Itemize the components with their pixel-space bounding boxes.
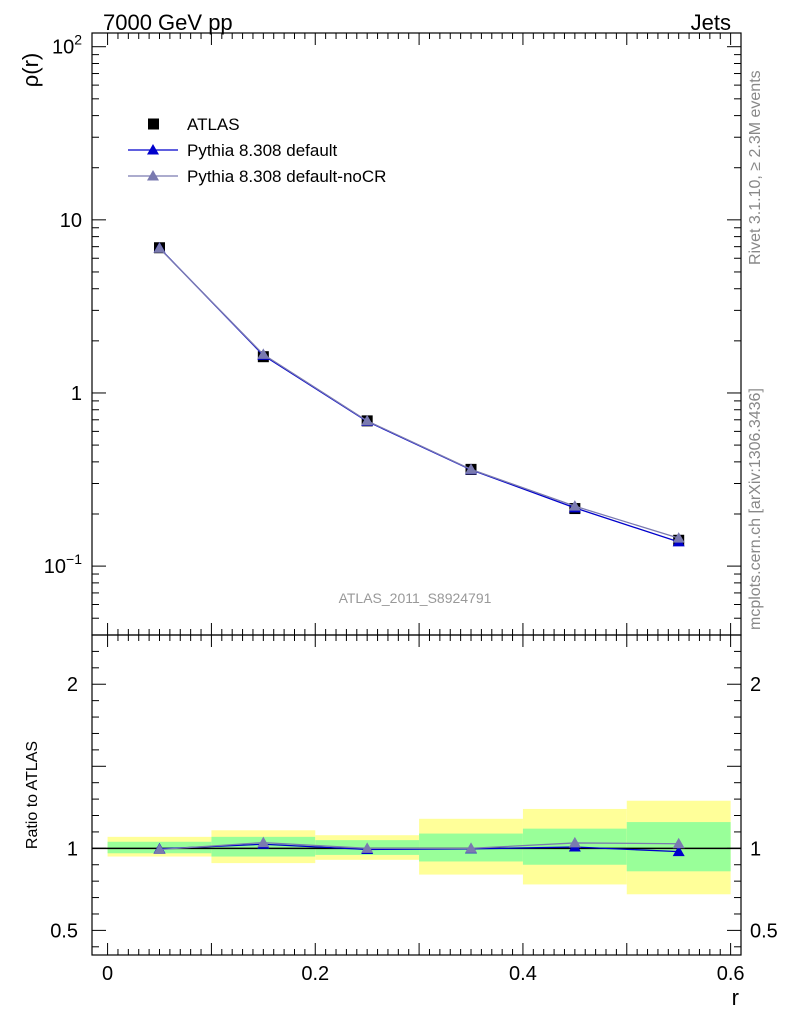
ratio-y-axis-title: Ratio to ATLAS bbox=[24, 741, 41, 849]
ratio-series-layer bbox=[153, 836, 685, 857]
data-point-pythia bbox=[257, 348, 270, 359]
data-point-pythia bbox=[361, 414, 374, 426]
y-tick-label: 1 bbox=[71, 383, 82, 405]
data-point-pythia bbox=[568, 500, 581, 511]
ratio-y-tick-label-right: 1 bbox=[750, 838, 761, 860]
legend-marker-atlas bbox=[148, 118, 159, 130]
legend-marker-pythia bbox=[147, 144, 159, 155]
ratio-data-point bbox=[672, 845, 685, 857]
series-line bbox=[159, 247, 679, 543]
y-tick-label: 10 bbox=[60, 210, 82, 232]
legend: ATLAS Pythia 8.308 default Pythia 8.308 de… bbox=[128, 115, 386, 186]
main-series-layer bbox=[153, 241, 685, 547]
ratio-data-point bbox=[568, 836, 581, 848]
y-tick-label: 102 bbox=[52, 32, 82, 59]
ratio-series-line bbox=[159, 841, 679, 851]
axes: 0 0.2 0.4 0.6 10−1 1 10 102 0.5 0.5 1 1 2 2 bbox=[44, 32, 778, 985]
data-point-pythia bbox=[672, 532, 685, 543]
analysis-label: ATLAS_2011_S8924791 bbox=[339, 590, 492, 606]
x-tick-label: 0.6 bbox=[717, 963, 745, 985]
x-tick-label: 0 bbox=[102, 963, 113, 985]
ratio-y-tick-label-right: 2 bbox=[750, 674, 761, 696]
ratio-data-point bbox=[153, 843, 166, 854]
legend-marker-pythia bbox=[147, 170, 159, 181]
ratio-data-point bbox=[257, 836, 270, 848]
header-left: 7000 GeV pp bbox=[103, 10, 233, 35]
x-axis-title: r bbox=[732, 985, 739, 1010]
header-right: Jets bbox=[691, 10, 731, 35]
legend-label: Pythia 8.308 default bbox=[187, 141, 338, 160]
ratio-y-tick-label: 2 bbox=[67, 674, 78, 696]
data-point-pythia bbox=[153, 242, 166, 253]
ratio-data-point bbox=[465, 842, 478, 853]
ratio-data-point bbox=[672, 837, 685, 849]
rivet-version-label: Rivet 3.1.10, ≥ 2.3M events bbox=[747, 70, 764, 265]
y-tick-label: 10−1 bbox=[44, 551, 82, 578]
main-y-axis-title: ρ(r) bbox=[18, 53, 43, 88]
x-tick-label: 0.4 bbox=[509, 963, 537, 985]
source-label: mcplots.cern.ch [arXiv:1306.3436] bbox=[747, 388, 764, 630]
ratio-series-line bbox=[159, 843, 679, 853]
ratio-y-tick-label-right: 0.5 bbox=[750, 920, 778, 942]
ratio-plot-frame bbox=[91, 634, 742, 956]
ratio-y-tick-label: 0.5 bbox=[50, 920, 78, 942]
data-point-pythia bbox=[465, 463, 478, 474]
series-line bbox=[159, 247, 679, 539]
legend-label: Pythia 8.308 default-noCR bbox=[187, 167, 386, 186]
x-tick-label: 0.2 bbox=[301, 963, 329, 985]
legend-label: ATLAS bbox=[187, 115, 240, 134]
ratio-data-point bbox=[361, 842, 374, 853]
ratio-y-tick-label: 1 bbox=[67, 838, 78, 860]
